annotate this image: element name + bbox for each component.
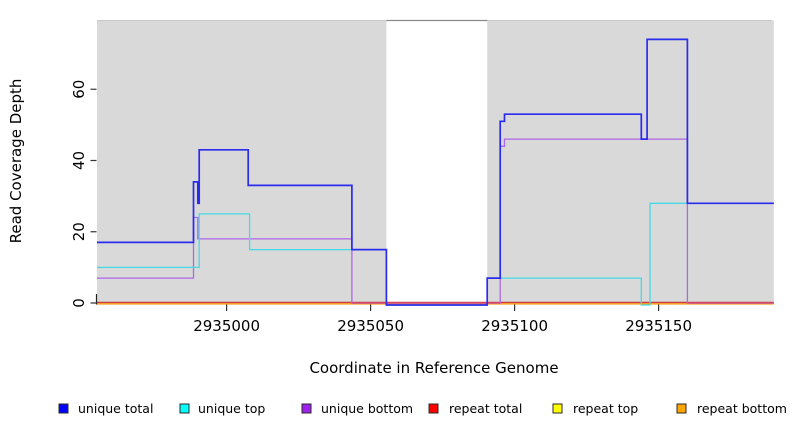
shaded-region [487, 20, 774, 303]
legend-item-label: repeat bottom [697, 401, 787, 416]
x-tick-label: 2935050 [337, 317, 404, 335]
series-lines-layer [97, 38, 774, 306]
legend-item-label: unique bottom [321, 401, 413, 416]
legend-item-label: repeat top [573, 401, 638, 416]
y-tick-label: 0 [70, 298, 88, 308]
y-tick-label: 20 [70, 222, 88, 241]
axes-layer [90, 88, 660, 311]
y-axis-label: Read Coverage Depth [7, 79, 25, 244]
legend-item-label: unique total [78, 401, 153, 416]
x-tick-label: 2935100 [481, 317, 548, 335]
y-tick-label: 60 [70, 80, 88, 99]
y-tick-label: 40 [70, 151, 88, 170]
x-tick-label: 2935000 [193, 317, 260, 335]
legend-swatch-unique-top [179, 403, 190, 414]
legend: unique total unique top unique bottom repea… [58, 401, 787, 416]
legend-item-label: unique top [198, 401, 265, 416]
shaded-region [97, 20, 387, 303]
plot-background-layer [97, 19, 774, 303]
x-axis-label: Coordinate in Reference Genome [309, 359, 558, 377]
legend-item-label: repeat total [449, 401, 522, 416]
legend-swatch-unique-total [58, 403, 69, 414]
tick-labels-layer: 2935000 2935050 2935100 2935150 0 20 40 60 [70, 80, 692, 335]
legend-swatch-unique-bottom [301, 403, 312, 414]
legend-swatch-repeat-top [552, 403, 563, 414]
x-tick-label: 2935150 [625, 317, 692, 335]
series-line-unique-total [97, 38, 774, 306]
legend-swatch-repeat-bottom [676, 403, 687, 414]
legend-swatch-repeat-total [428, 403, 439, 414]
